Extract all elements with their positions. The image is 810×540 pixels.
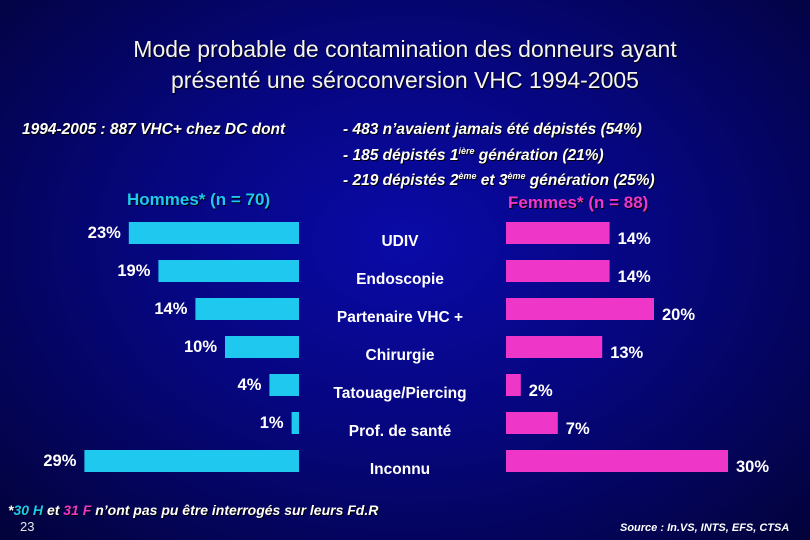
- women-bar: [506, 222, 610, 244]
- women-bar: [506, 374, 521, 396]
- women-value-label: 2%: [529, 382, 553, 400]
- men-bar: [128, 222, 299, 244]
- women-value-label: 7%: [566, 420, 590, 438]
- men-value-label: 23%: [88, 224, 121, 242]
- title-line-1: Mode probable de contamination des donne…: [133, 36, 677, 62]
- women-bar: [506, 336, 603, 358]
- men-bar: [269, 374, 299, 396]
- men-bar: [291, 412, 299, 434]
- women-value-label: 14%: [618, 268, 651, 286]
- women-value-label: 13%: [610, 344, 643, 362]
- women-bar: [506, 298, 654, 320]
- men-value-label: 4%: [238, 376, 262, 394]
- category-label: Chirurgie: [366, 347, 435, 364]
- category-label: Inconnu: [370, 461, 430, 478]
- source-credit: Source : In.VS, INTS, EFS, CTSA: [620, 522, 790, 534]
- women-value-label: 30%: [736, 458, 769, 476]
- category-label: Partenaire VHC +: [337, 309, 463, 326]
- men-value-label: 29%: [43, 452, 76, 470]
- women-bar: [506, 260, 610, 282]
- men-bar: [84, 450, 300, 472]
- men-value-label: 19%: [117, 262, 150, 280]
- intro-line-2: - 185 dépistés 1ière génération (21%): [343, 145, 604, 164]
- intro-lead: 1994-2005 : 887 VHC+ chez DC dont: [22, 121, 286, 138]
- slide-title: Mode probable de contamination des donne…: [0, 34, 810, 96]
- men-value-label: 10%: [184, 338, 217, 356]
- women-value-label: 14%: [618, 230, 651, 248]
- women-series-title: Femmes* (n = 88): [508, 193, 649, 212]
- category-label: Tatouage/Piercing: [333, 385, 466, 402]
- men-bar: [158, 260, 299, 282]
- men-value-label: 14%: [154, 300, 187, 318]
- title-line-2: présenté une séroconversion VHC 1994-200…: [171, 67, 639, 93]
- women-bar: [506, 412, 558, 434]
- page-number: 23: [20, 519, 35, 534]
- women-value-label: 20%: [662, 306, 695, 324]
- footnote: *30 H et 31 F n’ont pas pu être interrog…: [8, 502, 379, 518]
- men-bar: [225, 336, 299, 358]
- category-label: Prof. de santé: [349, 423, 452, 440]
- men-value-label: 1%: [260, 414, 284, 432]
- intro-line-3: - 219 dépistés 2ème et 3ème génération (…: [343, 171, 655, 190]
- category-label: Endoscopie: [356, 271, 444, 288]
- men-bar: [195, 298, 299, 320]
- intro-lines: - 483 n’avaient jamais été dépistés (54%…: [343, 120, 655, 192]
- women-bar: [506, 450, 728, 472]
- intro-line-1: - 483 n’avaient jamais été dépistés (54%…: [343, 121, 642, 138]
- men-series-title: Hommes* (n = 70): [127, 190, 271, 209]
- category-label: UDIV: [381, 233, 419, 250]
